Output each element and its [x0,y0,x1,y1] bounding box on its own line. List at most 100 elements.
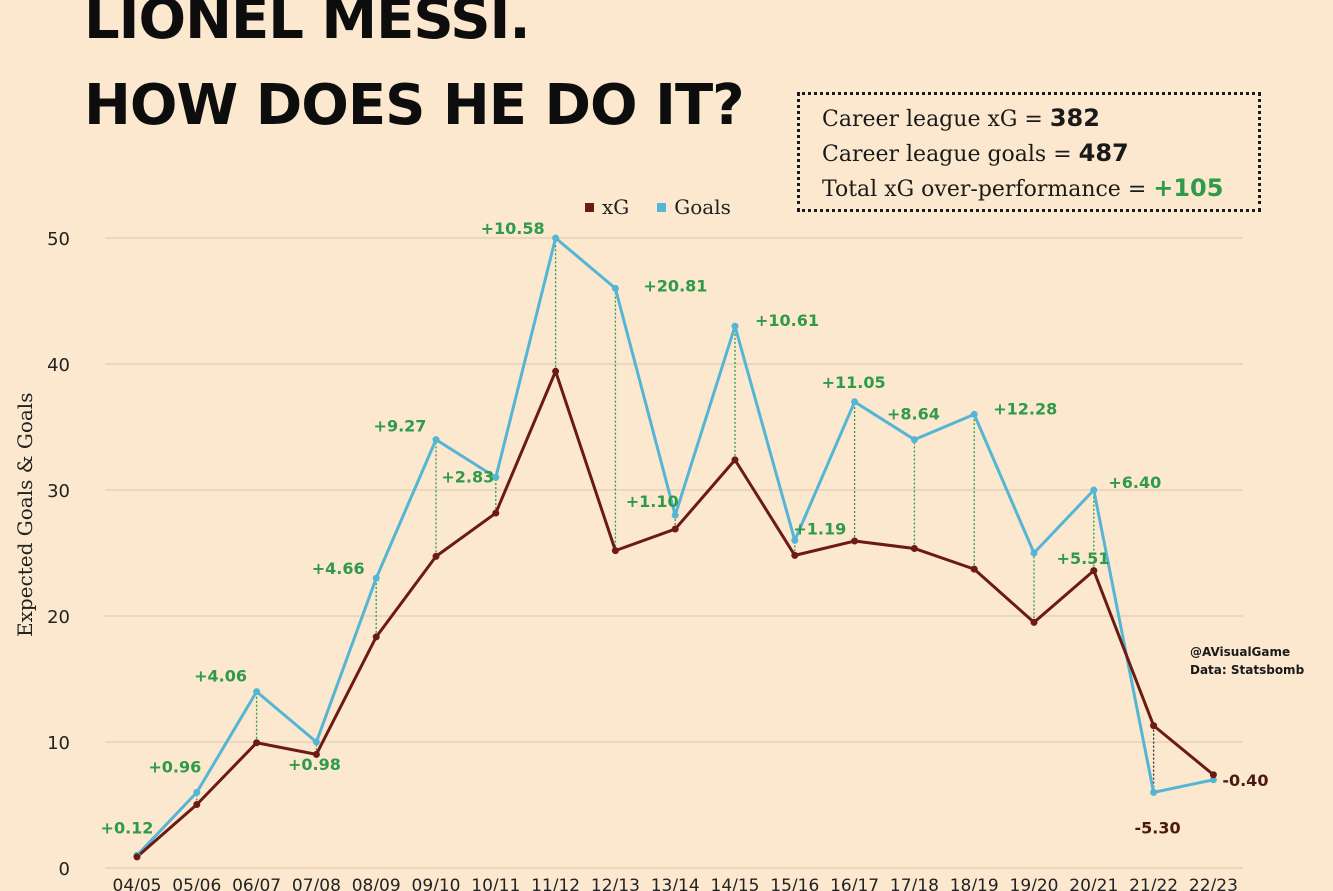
x-tick-label: 08/09 [352,876,401,891]
x-tick-label: 11/12 [531,876,580,891]
career-goals-value: 487 [1078,139,1129,167]
difference-label: +0.96 [148,757,201,776]
x-tick-label: 17/18 [890,876,939,891]
legend-goals-label: Goals [674,195,731,219]
career-goals-label: Career league goals = [822,142,1079,167]
over-performance-label: Total xG over-performance = [822,177,1154,202]
difference-label: -0.40 [1222,771,1268,790]
x-tick-label: 22/23 [1189,876,1238,891]
goals-point [970,410,978,418]
y-tick-label: 50 [47,229,70,250]
career-stats-box: Career league xG = 382 Career league goa… [797,92,1261,212]
goals-point [193,788,201,796]
career-xg-stat: Career league xG = 382 [822,101,1258,136]
x-tick-label: 13/14 [651,876,700,891]
goals-point [1150,788,1158,796]
goals-point [731,322,739,330]
x-tick-label: 12/13 [591,876,640,891]
x-tick-label: 15/16 [770,876,819,891]
difference-label: +2.83 [441,467,494,486]
goals-point [253,688,261,696]
xg-point [432,552,440,560]
goals-point [492,473,500,481]
y-tick-label: 20 [47,607,70,628]
x-tick-label: 21/22 [1129,876,1178,891]
goals-point [851,398,859,406]
difference-label: +1.10 [626,492,679,511]
x-tick-label: 05/06 [172,876,221,891]
title-line-1: LIONEL MESSI. [84,0,531,52]
goals-point [791,536,799,544]
x-tick-label: 19/20 [1010,876,1059,891]
y-tick-label: 40 [47,355,70,376]
goals-point [432,436,440,444]
xg-point [492,509,500,517]
xg-point [611,547,619,555]
career-goals-stat: Career league goals = 487 [822,136,1258,171]
career-xg-label: Career league xG = [822,107,1050,132]
y-tick-label: 0 [59,859,70,880]
goals-point [671,511,679,519]
xg-point [193,800,201,808]
x-tick-label: 16/17 [830,876,879,891]
legend: xG Goals [585,195,731,219]
y-tick-label: 10 [47,733,70,754]
difference-label: +10.58 [481,219,545,238]
x-tick-label: 04/05 [113,876,162,891]
y-tick-label: 30 [47,481,70,502]
xg-point [552,367,560,375]
difference-label: +20.81 [643,276,707,295]
over-performance-value: +105 [1153,174,1224,202]
x-tick-label: 14/15 [711,876,760,891]
x-tick-label: 20/21 [1069,876,1118,891]
xg-point [372,633,380,641]
xg-point [910,544,918,552]
xg-point [1150,722,1158,730]
goals-point [910,436,918,444]
credit-handle: @AVisualGame [1190,645,1291,659]
xg-line [136,369,1215,859]
xg-point [133,853,141,861]
goals-point [1090,486,1098,494]
xg-point [791,551,799,559]
xg-point [253,739,261,747]
goals-point [372,574,380,582]
difference-label: +1.19 [793,519,846,538]
xg-point [1090,567,1098,575]
difference-label: +5.51 [1057,549,1110,568]
credit-source: Data: Statsbomb [1190,663,1305,677]
difference-label: -5.30 [1135,818,1181,837]
goals-point [552,234,560,242]
xg-point [1030,618,1038,626]
difference-label: +11.05 [822,373,886,392]
career-xg-value: 382 [1049,104,1100,132]
legend-xg-label: xG [602,195,630,219]
goals-point [1030,549,1038,557]
xg-point [671,525,679,533]
difference-label: +8.64 [887,405,940,424]
xg-point [312,750,320,758]
difference-label: +9.27 [374,417,427,436]
x-tick-label: 07/08 [292,876,341,891]
xg-point [970,565,978,573]
difference-label: +0.98 [288,755,341,774]
title-line-2: HOW DOES HE DO IT? [84,73,745,138]
x-tick-label: 06/07 [232,876,281,891]
goals-point [611,284,619,292]
goals-point [312,738,320,746]
goals-point [1209,776,1217,784]
difference-label: +12.28 [993,399,1057,418]
legend-xg-swatch [585,202,594,212]
x-tick-label: 10/11 [471,876,520,891]
over-performance-stat: Total xG over-performance = +105 [822,171,1258,206]
x-tick-label: 09/10 [412,876,461,891]
xg-point [1209,771,1217,779]
difference-label: +4.06 [194,667,247,686]
difference-label: +0.12 [101,818,154,837]
legend-goals-swatch [657,202,667,212]
xg-point [731,456,739,464]
difference-label: +10.61 [755,311,819,330]
x-tick-label: 18/19 [950,876,999,891]
credit: @AVisualGame Data: Statsbomb [1190,643,1304,679]
